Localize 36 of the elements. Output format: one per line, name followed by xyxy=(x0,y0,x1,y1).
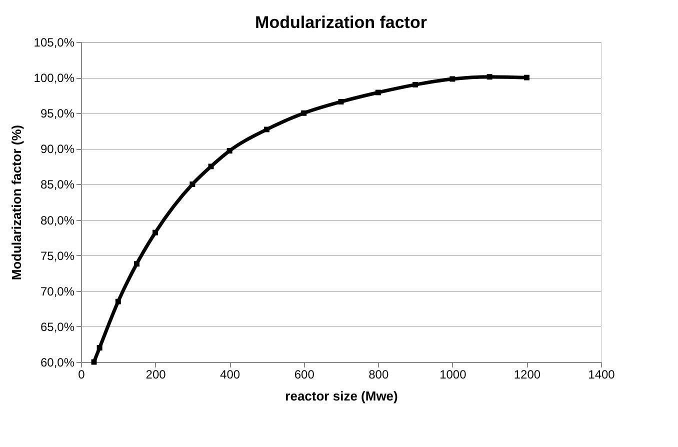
point xyxy=(264,126,270,132)
point xyxy=(338,98,344,104)
y-axis-title: Modularization factor (%) xyxy=(8,124,24,280)
x-tick-label: 0 xyxy=(78,368,86,382)
x-tick-label: 600 xyxy=(294,368,315,382)
point xyxy=(226,148,232,154)
y-tick-label: 60,0% xyxy=(40,356,75,370)
y-tick-label: 95,0% xyxy=(40,106,75,121)
point xyxy=(375,90,381,96)
point xyxy=(152,230,158,236)
y-tick-label: 105,0% xyxy=(34,36,75,50)
y-tick-label: 90,0% xyxy=(40,142,75,156)
point xyxy=(190,181,196,187)
y-tick-label: 100,0% xyxy=(34,71,75,86)
y-tick-label: 75,0% xyxy=(40,248,75,263)
point xyxy=(96,345,102,351)
x-tick-label: 400 xyxy=(220,368,240,382)
point xyxy=(208,164,214,170)
point xyxy=(301,110,307,116)
point xyxy=(412,82,418,88)
y-tick-label: 70,0% xyxy=(40,284,75,298)
point xyxy=(486,74,492,80)
x-axis-title: reactor size (Mwe) xyxy=(285,388,398,404)
x-tick-label: 1000 xyxy=(440,368,467,382)
y-tick-label: 65,0% xyxy=(40,320,75,334)
y-tick-label: 80,0% xyxy=(40,213,75,228)
x-tick-label: 800 xyxy=(368,368,389,382)
x-tick-label: 200 xyxy=(146,368,166,382)
y-tick-label: 85,0% xyxy=(40,178,75,192)
x-tick-label: 1400 xyxy=(588,368,616,382)
point xyxy=(115,298,121,304)
point xyxy=(450,76,456,82)
point xyxy=(134,261,140,267)
x-tick-label: 1200 xyxy=(514,368,541,382)
point xyxy=(524,74,530,80)
chart-title: Modularization factor xyxy=(255,13,428,32)
